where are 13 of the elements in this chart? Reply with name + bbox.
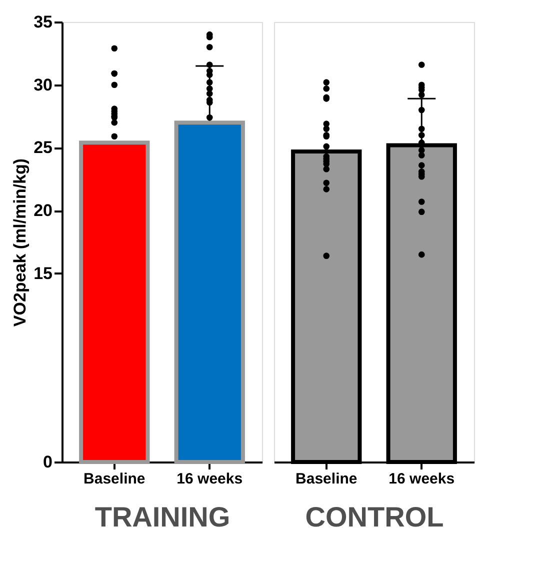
x-tick-label: Baseline (296, 470, 358, 488)
x-axis-title: TRAINING (94, 502, 230, 532)
y-tick-label: 35 (34, 12, 52, 32)
y-tick-label: 30 (34, 75, 52, 94)
x-axis-title: CONTROL (305, 502, 444, 532)
y-tick-label: 15 (34, 264, 52, 283)
y-tick-label: 20 (34, 201, 52, 220)
x-tick-label: Baseline (84, 470, 146, 488)
y-tick-label: 0 (43, 452, 52, 472)
y-axis-title: VO2peak (ml/min/kg) (10, 158, 30, 327)
x-tick-label: 16 weeks (388, 470, 455, 488)
x-tick-label: 16 weeks (176, 470, 243, 488)
y-tick-label: 25 (34, 138, 52, 158)
